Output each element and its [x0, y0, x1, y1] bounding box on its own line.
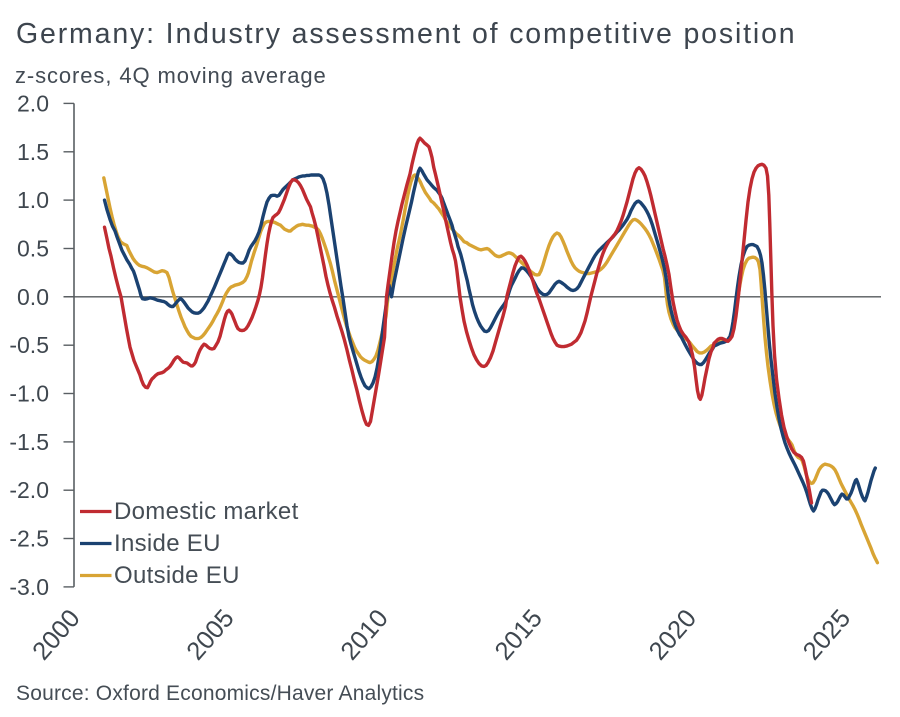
svg-text:1.0: 1.0	[17, 187, 49, 213]
svg-text:1.5: 1.5	[17, 139, 49, 165]
svg-text:-1.5: -1.5	[9, 429, 49, 455]
svg-text:0.5: 0.5	[17, 236, 49, 262]
svg-text:-2.5: -2.5	[9, 526, 49, 552]
svg-text:Domestic market: Domestic market	[114, 498, 299, 525]
svg-text:Source: Oxford Economics/Haver: Source: Oxford Economics/Haver Analytics	[16, 682, 424, 705]
svg-text:-3.0: -3.0	[9, 574, 49, 600]
svg-text:-1.0: -1.0	[9, 381, 49, 407]
svg-text:-0.5: -0.5	[9, 332, 49, 358]
svg-text:Outside EU: Outside EU	[114, 562, 240, 589]
svg-text:z-scores, 4Q moving average: z-scores, 4Q moving average	[15, 63, 327, 88]
svg-text:Inside EU: Inside EU	[114, 530, 221, 557]
svg-text:Germany: Industry assessment o: Germany: Industry assessment of competit…	[16, 18, 797, 50]
svg-text:2.0: 2.0	[17, 90, 49, 116]
svg-text:0.0: 0.0	[17, 284, 49, 310]
svg-text:-2.0: -2.0	[9, 477, 49, 503]
